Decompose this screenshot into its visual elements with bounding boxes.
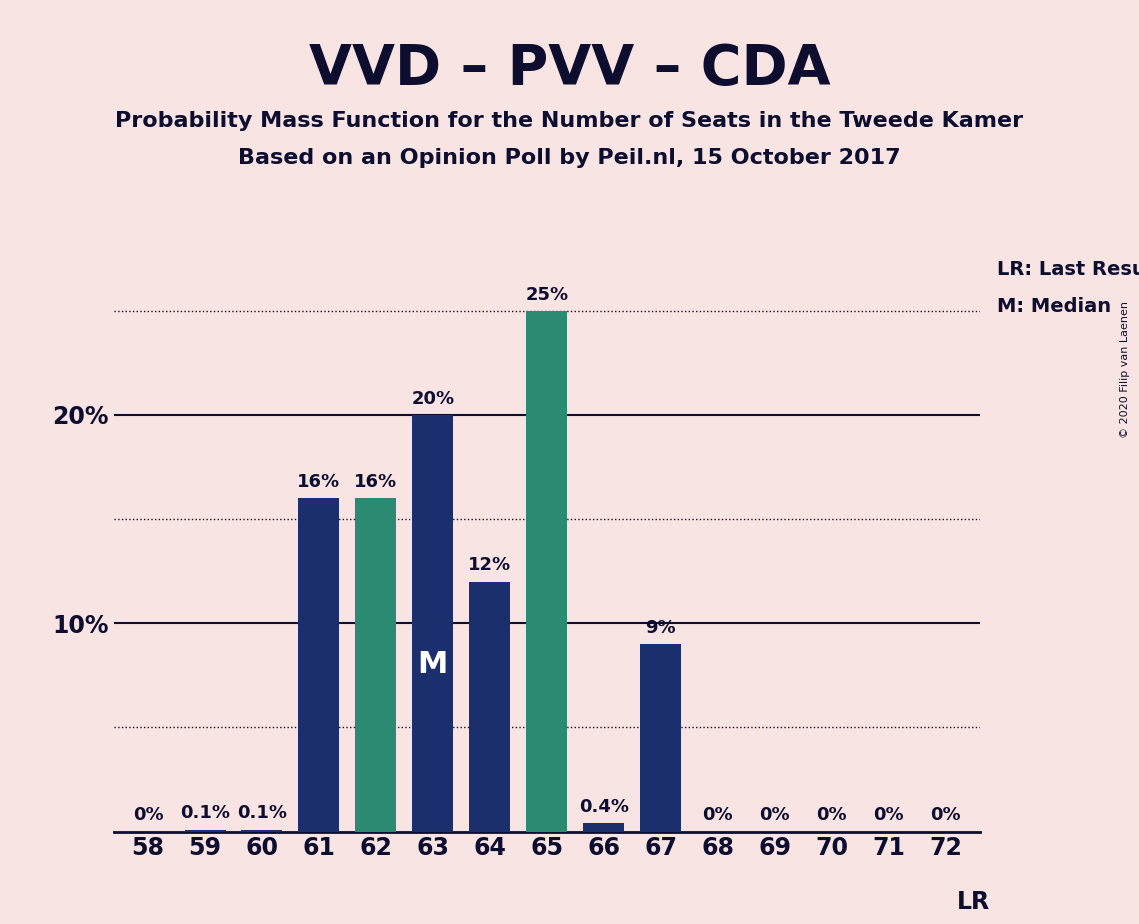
Text: M: Median: M: Median xyxy=(997,297,1111,316)
Text: 25%: 25% xyxy=(525,286,568,303)
Text: M: M xyxy=(418,650,448,679)
Text: VVD – PVV – CDA: VVD – PVV – CDA xyxy=(309,42,830,95)
Text: 0.4%: 0.4% xyxy=(579,798,629,816)
Text: Probability Mass Function for the Number of Seats in the Tweede Kamer: Probability Mass Function for the Number… xyxy=(115,111,1024,131)
Bar xyxy=(469,581,510,832)
Text: 0%: 0% xyxy=(874,807,903,824)
Text: © 2020 Filip van Laenen: © 2020 Filip van Laenen xyxy=(1120,301,1130,438)
Text: 0.1%: 0.1% xyxy=(237,804,287,822)
Bar xyxy=(640,644,681,832)
Bar xyxy=(241,830,282,832)
Text: 0%: 0% xyxy=(760,807,789,824)
Text: LR: LR xyxy=(957,890,991,914)
Bar xyxy=(355,498,396,832)
Bar xyxy=(583,823,624,832)
Text: Based on an Opinion Poll by Peil.nl, 15 October 2017: Based on an Opinion Poll by Peil.nl, 15 … xyxy=(238,148,901,168)
Text: 20%: 20% xyxy=(411,390,454,407)
Text: LR: Last Result: LR: Last Result xyxy=(997,260,1139,279)
Text: 0%: 0% xyxy=(703,807,732,824)
Text: 9%: 9% xyxy=(646,619,675,637)
Text: 0%: 0% xyxy=(817,807,846,824)
Text: 0%: 0% xyxy=(133,807,163,824)
Bar xyxy=(185,830,226,832)
Bar xyxy=(298,498,339,832)
Text: 12%: 12% xyxy=(468,556,511,575)
Text: 0.1%: 0.1% xyxy=(180,804,230,822)
Bar xyxy=(412,415,453,832)
Bar xyxy=(526,310,567,832)
Text: 0%: 0% xyxy=(931,807,960,824)
Text: 16%: 16% xyxy=(354,473,398,491)
Text: 16%: 16% xyxy=(297,473,341,491)
